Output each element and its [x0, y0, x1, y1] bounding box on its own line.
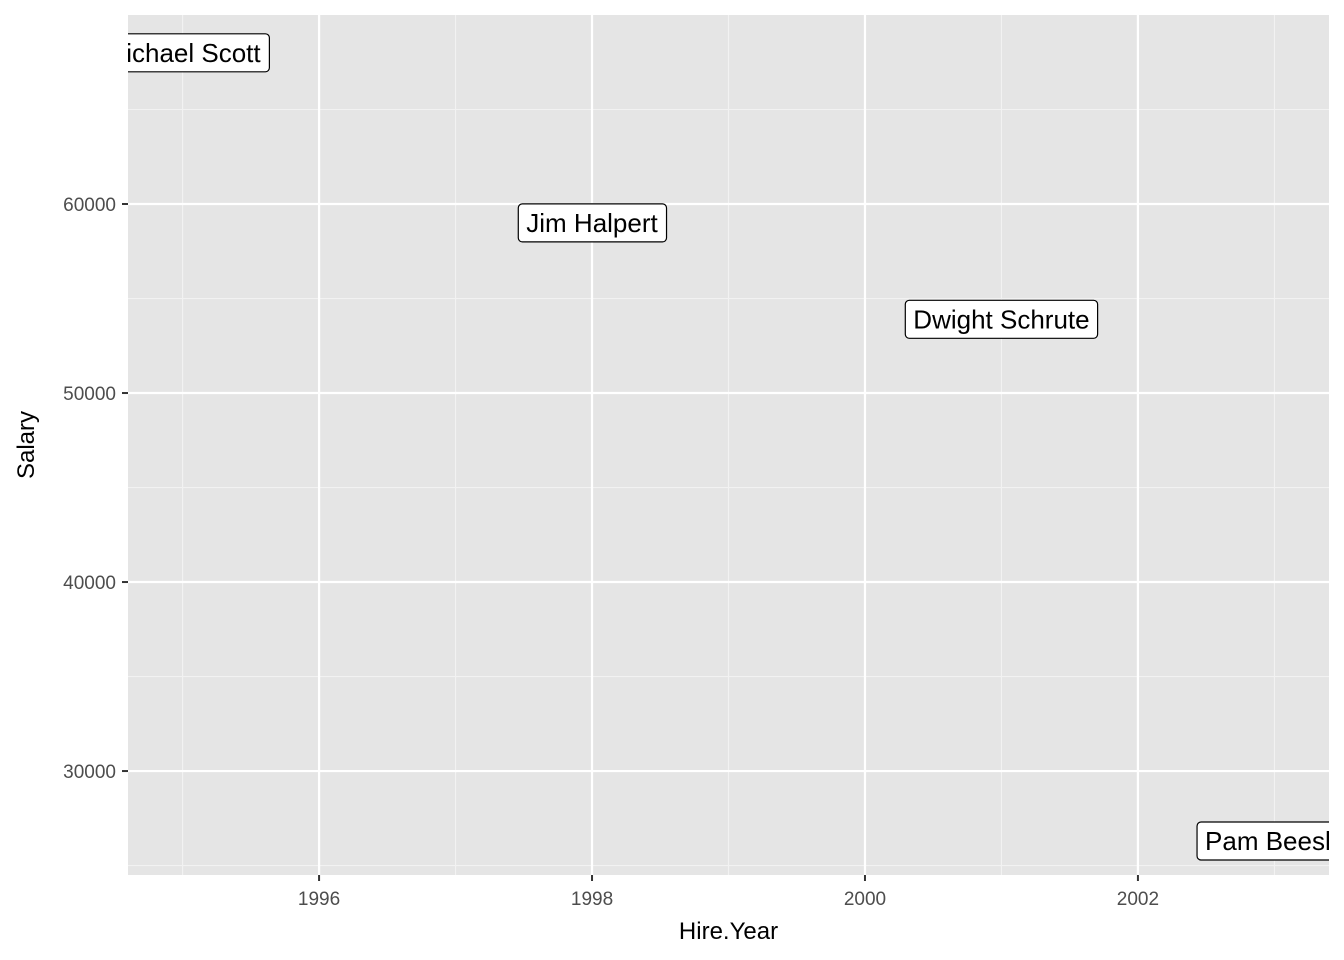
point-label: Michael Scott [105, 33, 270, 73]
x-axis: 1996 1998 2000 2002 [298, 875, 1159, 910]
y-tick-label: 30000 [63, 762, 116, 783]
point-label: Dwight Schrute [904, 299, 1099, 339]
y-axis-title: Salary [13, 411, 40, 479]
point-label: Pam Beesly [1196, 821, 1344, 861]
point-label: Jim Halpert [517, 203, 668, 243]
point-label-text: Dwight Schrute [913, 304, 1089, 334]
point-label-text: Michael Scott [105, 38, 262, 68]
point-label-box [128, 33, 270, 73]
point-labels: Michael Scott Jim Halpert Dwight Schrute Pa… [105, 33, 1344, 861]
y-tick-label: 60000 [63, 195, 116, 216]
y-tick-label: 40000 [63, 573, 116, 594]
point-label-text: Jim Halpert [526, 208, 658, 238]
minor-gridlines [128, 15, 1329, 875]
x-axis-title: Hire.Year [679, 918, 778, 945]
point-label-box [904, 299, 1099, 339]
x-tick-label: 2002 [1117, 889, 1159, 910]
major-gridlines [128, 15, 1329, 875]
x-tick-label: 1998 [571, 889, 613, 910]
x-tick-label: 1996 [298, 889, 340, 910]
x-tick-label: 2000 [844, 889, 886, 910]
point-label-text: Pam Beesly [1205, 826, 1344, 856]
y-tick-label: 50000 [63, 384, 116, 405]
point-label-box [517, 203, 668, 243]
point-label-box [1196, 821, 1329, 861]
y-axis: 30000 40000 50000 60000 [63, 195, 128, 783]
